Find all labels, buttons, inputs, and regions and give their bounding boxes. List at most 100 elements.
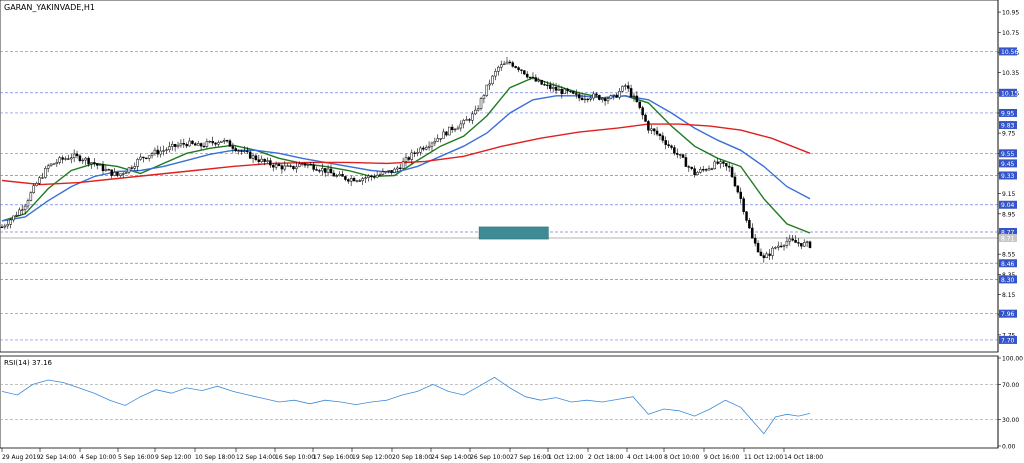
candle-body — [586, 98, 590, 101]
candle-body — [468, 119, 471, 121]
candle-body — [139, 156, 142, 160]
candles — [0, 57, 812, 263]
candle-body — [326, 168, 330, 173]
candle-body — [159, 150, 162, 155]
candle-body — [471, 113, 474, 121]
candle-body — [479, 98, 483, 109]
price-label-box — [999, 47, 1017, 56]
candle-body — [476, 108, 480, 111]
candle-body — [791, 238, 794, 241]
candle-body — [147, 155, 151, 159]
candle-body — [678, 154, 682, 156]
price-label-text: 8.71 — [1001, 236, 1015, 243]
candle-body — [716, 161, 719, 164]
candle-body — [436, 138, 439, 142]
candle-body — [485, 84, 489, 96]
candle-body — [771, 247, 774, 256]
price-tick-label: 10.35 — [1002, 70, 1019, 77]
time-tick-label: 2 Sep 14:00 — [40, 454, 76, 461]
price-tick-label: 10.75 — [1002, 30, 1019, 37]
candle-body — [289, 165, 292, 167]
rsi-tick-label: 70.00 — [1002, 382, 1019, 389]
candle-body — [55, 162, 59, 164]
candle-body — [474, 109, 477, 115]
candle-body — [280, 165, 284, 170]
candle-body — [274, 163, 278, 168]
time-tick-label: 26 Sep 10:00 — [470, 454, 510, 461]
candle-body — [46, 165, 50, 169]
candle-body — [176, 144, 180, 147]
candle-body — [64, 158, 67, 160]
candle-body — [136, 159, 139, 167]
candle-body — [113, 171, 116, 176]
price-label-box — [999, 275, 1017, 284]
time-tick-label: 8 Oct 10:00 — [664, 454, 699, 461]
price-tick-label: 8.35 — [1002, 272, 1016, 279]
candle-body — [277, 163, 281, 167]
candle-body — [762, 255, 766, 259]
price-label-box — [999, 259, 1017, 268]
candle-body — [231, 146, 235, 149]
candle-body — [577, 94, 581, 99]
candle-body — [566, 88, 569, 92]
price-label-text: 9.95 — [1001, 110, 1015, 117]
candle-body — [165, 149, 168, 151]
candle-body — [632, 95, 636, 98]
candle-body — [260, 158, 263, 162]
candle-body — [194, 143, 197, 146]
candle-body — [286, 165, 289, 167]
candle-body — [332, 172, 336, 177]
price-label-box — [999, 200, 1017, 209]
candle-body — [502, 63, 506, 66]
candle-body — [67, 158, 70, 160]
candle-body — [523, 70, 526, 75]
candle-body — [188, 140, 191, 147]
candle-body — [156, 149, 160, 155]
candle-body — [75, 153, 79, 157]
candle-body — [234, 148, 237, 152]
candle-body — [745, 211, 748, 221]
candle-body — [626, 85, 630, 89]
candle-body — [664, 140, 667, 145]
candle-body — [733, 176, 737, 187]
candle-body — [534, 77, 538, 82]
candle-body — [563, 88, 566, 94]
time-tick-label: 20 Sep 18:00 — [392, 454, 432, 461]
candle-body — [621, 85, 624, 92]
rsi-line-path — [1, 376, 811, 435]
candle-body — [361, 178, 364, 182]
candle-body — [756, 243, 760, 253]
time-tick-label: 5 Sep 16:00 — [118, 454, 154, 461]
candle-body — [315, 169, 318, 171]
candle-body — [583, 98, 587, 101]
candle-body — [540, 79, 543, 85]
time-tick-label: 2 Oct 18:00 — [588, 454, 623, 461]
candle-body — [355, 180, 359, 182]
candle-body — [759, 251, 763, 256]
candle-body — [800, 243, 803, 247]
candle-body — [730, 167, 734, 178]
price-label-text: 9.33 — [1001, 173, 1015, 180]
candle-body — [422, 147, 425, 150]
time-tick-label: 14 Oct 18:00 — [784, 454, 823, 461]
price-label-box — [999, 309, 1017, 318]
candle-body — [419, 147, 422, 153]
candle-body — [650, 128, 653, 131]
candle-body — [442, 131, 445, 139]
candle-body — [205, 141, 209, 147]
candle-body — [162, 150, 165, 152]
candle-body — [456, 127, 460, 130]
price-label-text: 8.77 — [1001, 229, 1015, 236]
candle-body — [638, 101, 641, 108]
candle-body — [396, 167, 399, 170]
price-label-box — [999, 149, 1017, 158]
candle-body — [93, 162, 96, 164]
candle-body — [713, 161, 717, 170]
candle-body — [168, 146, 171, 151]
candle-body — [482, 95, 486, 99]
candle-body — [797, 242, 800, 244]
candle-body — [508, 61, 512, 64]
rsi-series — [1, 376, 811, 435]
candle-body — [104, 169, 108, 172]
candle-body — [725, 163, 728, 167]
